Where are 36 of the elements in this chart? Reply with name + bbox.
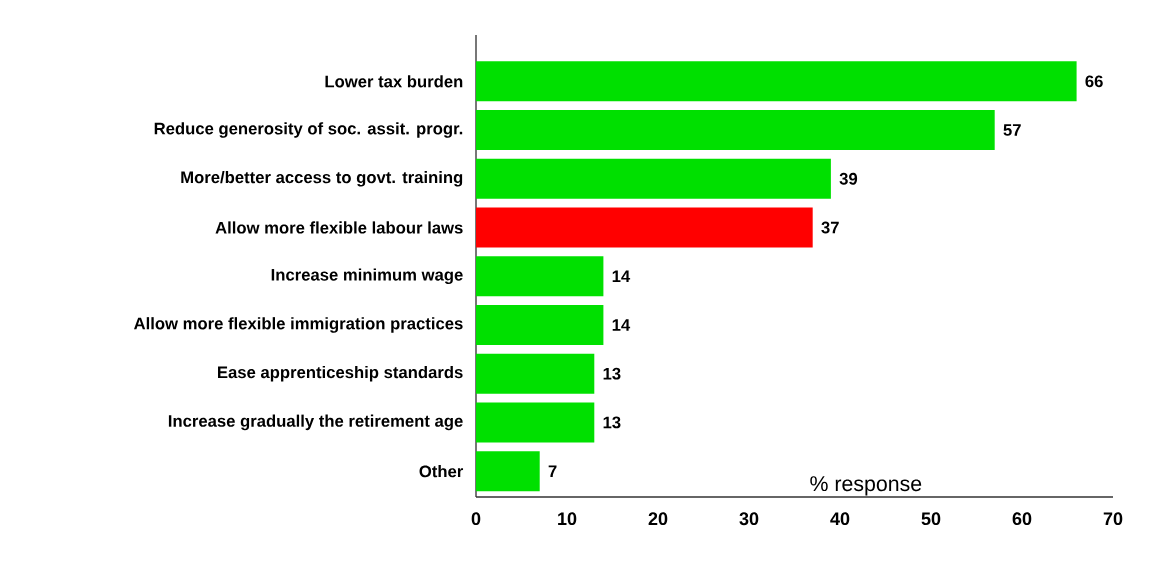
bar (476, 158, 831, 199)
y-tick-label: Allow more flexible immigration practices (133, 317, 463, 333)
data-label: 37 (821, 221, 839, 234)
x-tick-label: 60 (1012, 512, 1032, 526)
x-tick-label: 0 (471, 512, 481, 526)
x-tick-label: 20 (648, 512, 668, 526)
bar (476, 110, 995, 151)
x-tick-label: 10 (558, 512, 577, 526)
y-tick-label: Increase gradually the retirement age (168, 414, 463, 431)
x-tick-label: 70 (1103, 512, 1123, 526)
y-tick-label: Other (419, 465, 464, 478)
y-tick-label: Increase minimum wage (271, 268, 463, 285)
data-label: 14 (612, 270, 631, 282)
y-tick-label: Allow more flexible labour laws (215, 221, 463, 234)
bar (476, 61, 1077, 102)
bar (476, 402, 595, 443)
x-axis-title: % response (810, 476, 922, 496)
x-tick-label: 30 (739, 512, 759, 526)
x-tick-label: 50 (921, 512, 941, 526)
bar (476, 353, 595, 394)
data-label: 14 (612, 319, 631, 331)
bar (476, 304, 604, 345)
y-tick-label: Ease apprenticeship standards (218, 365, 463, 382)
bar (476, 451, 540, 492)
data-label: 66 (1085, 75, 1103, 88)
data-label: 13 (603, 367, 621, 380)
x-tick-label: 40 (830, 512, 850, 526)
data-label: 57 (1003, 124, 1021, 136)
bar (476, 256, 604, 297)
y-tick-label: Reduce generosity of soc. assit. progr. (154, 122, 463, 138)
bar (476, 207, 813, 248)
y-tick-label: Lower tax burden (325, 75, 463, 88)
data-label: 7 (548, 465, 557, 477)
data-label: 39 (839, 172, 858, 185)
data-label: 13 (603, 416, 621, 429)
y-tick-label: More/better access to govt. training (181, 170, 463, 187)
